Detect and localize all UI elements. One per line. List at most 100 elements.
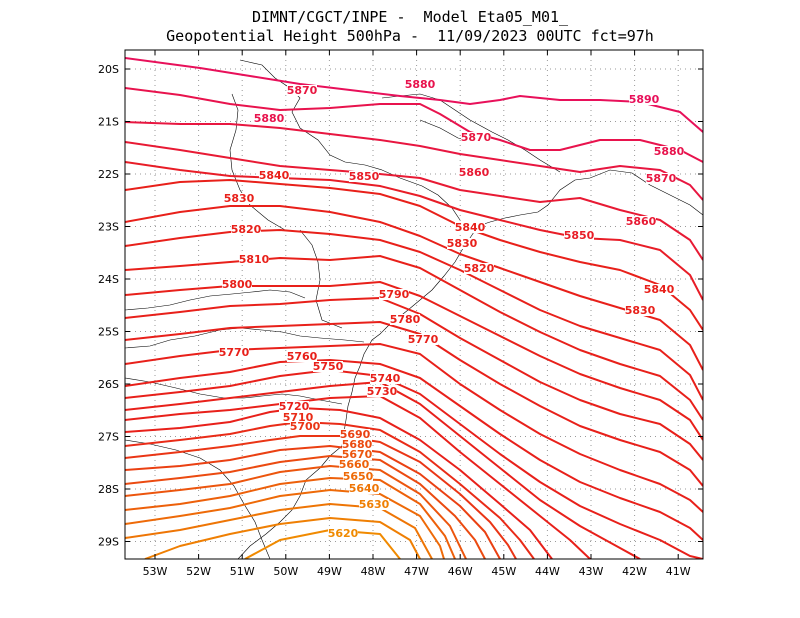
contour-label-bg — [339, 459, 369, 470]
contour-label: 5760 — [287, 350, 318, 363]
contour-label: 5640 — [349, 482, 380, 495]
contour-5660 — [125, 477, 456, 559]
contour-label-bg — [231, 224, 261, 235]
contour-label: 5860 — [626, 215, 657, 228]
coastline-segment — [299, 229, 343, 329]
map-frame — [124, 49, 704, 560]
contour-label-bg — [408, 334, 438, 345]
lon-tick-label: 48W — [361, 565, 386, 578]
lat-tick-label: 20S — [98, 63, 119, 76]
contour-label-bg — [222, 279, 252, 290]
contour-label: 5830 — [224, 192, 255, 205]
lon-tick-label: 50W — [273, 565, 298, 578]
contour-label-layer: 5890 5880 5880 5880 5870 5870 5870 5860 5860 5850… — [219, 78, 685, 540]
contour-label: 5670 — [342, 448, 373, 461]
contour-label-bg — [644, 284, 674, 295]
lat-tick-label: 24S — [98, 273, 119, 286]
lon-tick-label: 42W — [622, 565, 647, 578]
contour-label: 5620 — [328, 527, 359, 540]
contour-5730 — [125, 395, 591, 559]
contour-label-bg — [367, 386, 397, 397]
contour-label-bg — [349, 171, 379, 182]
contour-label: 5750 — [313, 360, 344, 373]
lon-tick-label: 46W — [448, 565, 473, 578]
contour-5760 — [125, 359, 703, 541]
lat-tick-label: 27S — [98, 431, 119, 444]
contour-label-bg — [343, 471, 373, 482]
contour-5880 — [125, 87, 703, 163]
contour-label-bg — [328, 528, 358, 539]
contour-label: 5690 — [340, 428, 371, 441]
contour-5720 — [125, 407, 553, 559]
contour-5890 — [125, 57, 703, 133]
contour-label: 5830 — [447, 237, 478, 250]
lon-tick-label: 41W — [666, 565, 691, 578]
contour-label-bg — [259, 170, 289, 181]
contour-label: 5730 — [367, 385, 398, 398]
contour-label: 5850 — [349, 170, 380, 183]
lon-tick-label: 45W — [491, 565, 516, 578]
lat-tick-label: 23S — [98, 221, 119, 234]
contour-label: 5890 — [629, 93, 660, 106]
contour-label-bg — [287, 85, 317, 96]
lat-tick-label: 25S — [98, 326, 119, 339]
contour-label-bg — [239, 254, 269, 265]
contour-label-bg — [290, 421, 320, 432]
contour-label-bg — [342, 439, 372, 450]
contour-label: 5880 — [405, 78, 436, 91]
contour-label: 5830 — [625, 304, 656, 317]
contour-label: 5770 — [408, 333, 439, 346]
lon-tick-label: 51W — [230, 565, 255, 578]
contour-label-bg — [219, 347, 249, 358]
contour-label: 5870 — [646, 172, 677, 185]
lat-tick-label: 29S — [98, 536, 119, 549]
title-line-2: Geopotential Height 500hPa - 11/09/2023 … — [166, 27, 654, 45]
coastline-segment — [381, 93, 561, 173]
contour-label: 5740 — [370, 372, 401, 385]
contour-5780 — [125, 321, 703, 487]
contour-label: 5790 — [379, 288, 410, 301]
plot-area — [125, 50, 703, 559]
contour-label-bg — [349, 483, 379, 494]
contour-5630 — [144, 517, 421, 559]
contour-label-bg — [370, 373, 400, 384]
contour-label: 5860 — [459, 166, 490, 179]
contour-label: 5840 — [259, 169, 290, 182]
contour-label: 5800 — [222, 278, 253, 291]
contour-label-bg — [313, 361, 343, 372]
contour-label: 5880 — [254, 112, 285, 125]
contour-5790 — [125, 297, 703, 461]
lon-tick-label: 47W — [404, 565, 429, 578]
lat-tick-label: 22S — [98, 168, 119, 181]
coastline-segment — [125, 377, 343, 405]
lat-tick-label: 28S — [98, 483, 119, 496]
contour-label-bg — [224, 193, 254, 204]
lon-tick-label: 43W — [579, 565, 604, 578]
contour-label-bg — [379, 289, 409, 300]
contour-label: 5710 — [283, 411, 314, 424]
contour-label-bg — [626, 216, 656, 227]
contour-5640 — [125, 503, 433, 559]
lon-tick-label: 53W — [143, 565, 168, 578]
contour-label: 5770 — [219, 346, 250, 359]
lon-tick-label: 52W — [186, 565, 211, 578]
contour-label-bg — [625, 305, 655, 316]
contour-label-bg — [405, 79, 435, 90]
contour-label-bg — [279, 401, 309, 412]
contour-5850 — [125, 161, 703, 301]
lon-tick-label: 49W — [317, 565, 342, 578]
contour-label: 5650 — [343, 470, 374, 483]
contour-label-bg — [654, 146, 684, 157]
contour-label-bg — [629, 94, 659, 105]
title-line-1: DIMNT/CGCT/INPE - Model Eta05_M01_ — [251, 8, 569, 26]
contour-label-bg — [342, 449, 372, 460]
lon-tick-label: 44W — [535, 565, 560, 578]
contour-label: 5780 — [390, 313, 421, 326]
contour-5740 — [125, 381, 641, 559]
contour-label: 5820 — [231, 223, 262, 236]
contour-label: 5840 — [455, 221, 486, 234]
contour-label: 5870 — [461, 131, 492, 144]
contour-label: 5720 — [279, 400, 310, 413]
lat-tick-label: 21S — [98, 116, 119, 129]
